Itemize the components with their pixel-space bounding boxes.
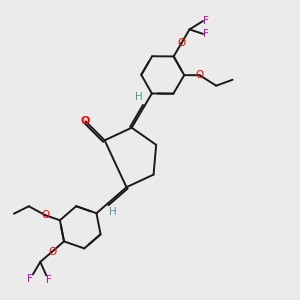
- Text: F: F: [203, 16, 209, 26]
- Text: H: H: [135, 92, 143, 102]
- Text: F: F: [203, 29, 209, 39]
- Text: O: O: [177, 38, 186, 48]
- Text: O: O: [81, 116, 90, 126]
- Text: F: F: [27, 274, 33, 284]
- Text: O: O: [48, 247, 56, 256]
- Text: O: O: [196, 70, 204, 80]
- Text: O: O: [41, 210, 50, 220]
- Text: H: H: [109, 207, 117, 218]
- Text: F: F: [46, 275, 52, 285]
